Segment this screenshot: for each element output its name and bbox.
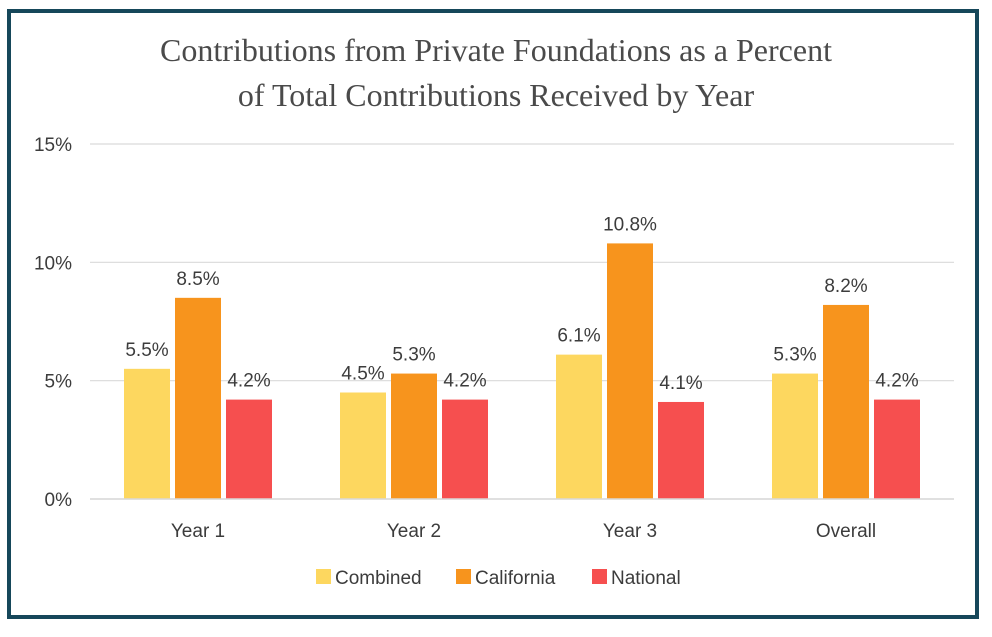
- data-label: 8.5%: [176, 269, 219, 290]
- legend-label: Combined: [335, 568, 422, 589]
- bar-california: [175, 297, 221, 499]
- data-label: 5.3%: [773, 345, 816, 366]
- data-label: 8.2%: [824, 276, 867, 297]
- data-label: 4.2%: [875, 371, 918, 392]
- chart-frame: [7, 9, 979, 619]
- data-label: 4.5%: [341, 364, 384, 385]
- bar-combined: [556, 354, 602, 499]
- data-label: 4.2%: [227, 371, 270, 392]
- legend-label: National: [611, 568, 681, 589]
- legend-swatch-california: [456, 569, 471, 584]
- data-label: 4.2%: [443, 371, 486, 392]
- bar-national: [442, 399, 488, 499]
- data-label: 6.1%: [557, 326, 600, 347]
- bar-national: [658, 401, 704, 499]
- bar-combined: [772, 373, 818, 499]
- data-label: 5.5%: [125, 340, 168, 361]
- chart-title-line-1: Contributions from Private Foundations a…: [160, 32, 832, 68]
- x-tick-label: Year 1: [171, 521, 225, 542]
- data-label: 10.8%: [603, 214, 657, 235]
- data-label: 4.1%: [659, 373, 702, 394]
- data-label: 5.3%: [392, 345, 435, 366]
- chart-title-line-2: of Total Contributions Received by Year: [237, 77, 755, 113]
- bar-national: [874, 399, 920, 499]
- legend-label: California: [475, 568, 556, 589]
- y-tick-label: 15%: [34, 135, 72, 156]
- bar-combined: [124, 368, 170, 499]
- bar-california: [823, 304, 869, 499]
- x-tick-label: Year 3: [603, 521, 657, 542]
- y-tick-label: 5%: [45, 372, 73, 393]
- x-tick-label: Year 2: [387, 521, 441, 542]
- chart-title: Contributions from Private Foundations a…: [0, 28, 992, 118]
- y-tick-label: 10%: [34, 253, 72, 274]
- legend-swatch-combined: [316, 569, 331, 584]
- bar-california: [607, 243, 653, 499]
- y-tick-label: 0%: [45, 490, 73, 511]
- bar-national: [226, 399, 272, 499]
- x-tick-label: Overall: [816, 521, 876, 542]
- legend-swatch-national: [592, 569, 607, 584]
- bar-california: [391, 373, 437, 499]
- bar-combined: [340, 392, 386, 499]
